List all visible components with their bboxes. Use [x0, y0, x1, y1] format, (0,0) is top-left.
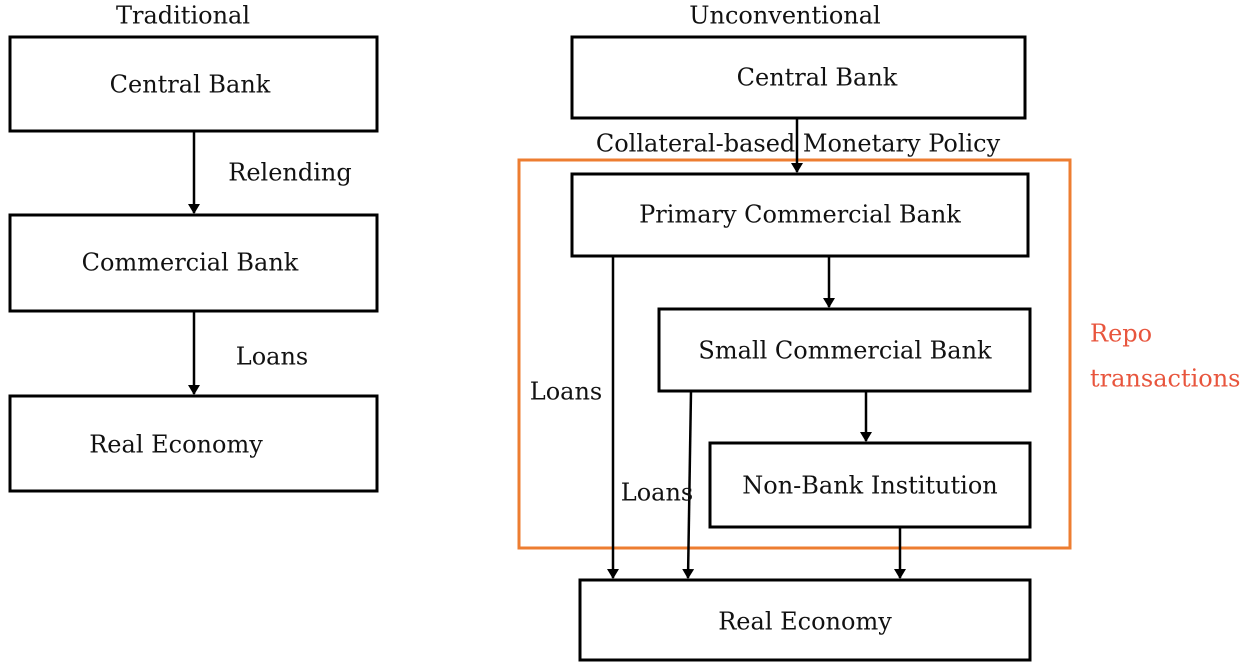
column-title: Traditional	[116, 2, 250, 30]
node-label: Central Bank	[110, 71, 271, 99]
node-box	[570, 172, 1030, 258]
arrow	[682, 390, 695, 579]
node-label: Real Economy	[89, 431, 263, 459]
edge-label: Loans	[530, 378, 602, 406]
edge-label: Loans	[236, 343, 308, 371]
group-frame	[517, 158, 1072, 550]
node-label: Non-Bank Institution	[742, 472, 998, 500]
node-label: Primary Commercial Bank	[639, 201, 961, 229]
node-label: Central Bank	[737, 64, 898, 92]
node-box	[8, 35, 379, 133]
node-box	[657, 307, 1032, 393]
node-label: Real Economy	[718, 608, 892, 636]
node-label: Small Commercial Bank	[698, 337, 992, 365]
node-box	[8, 213, 379, 313]
edge-label: Loans	[621, 479, 693, 507]
node-box	[708, 441, 1032, 529]
column-title: Unconventional	[689, 2, 880, 30]
edge-label: Relending	[228, 159, 351, 187]
edge-label: Collateral-based Monetary Policy	[596, 130, 1001, 158]
group-label: transactions	[1090, 365, 1241, 393]
node-box	[578, 578, 1032, 662]
group-label: Repo	[1090, 320, 1152, 348]
node-label: Commercial Bank	[82, 249, 299, 277]
node-box	[8, 394, 379, 493]
node-box	[570, 35, 1027, 120]
